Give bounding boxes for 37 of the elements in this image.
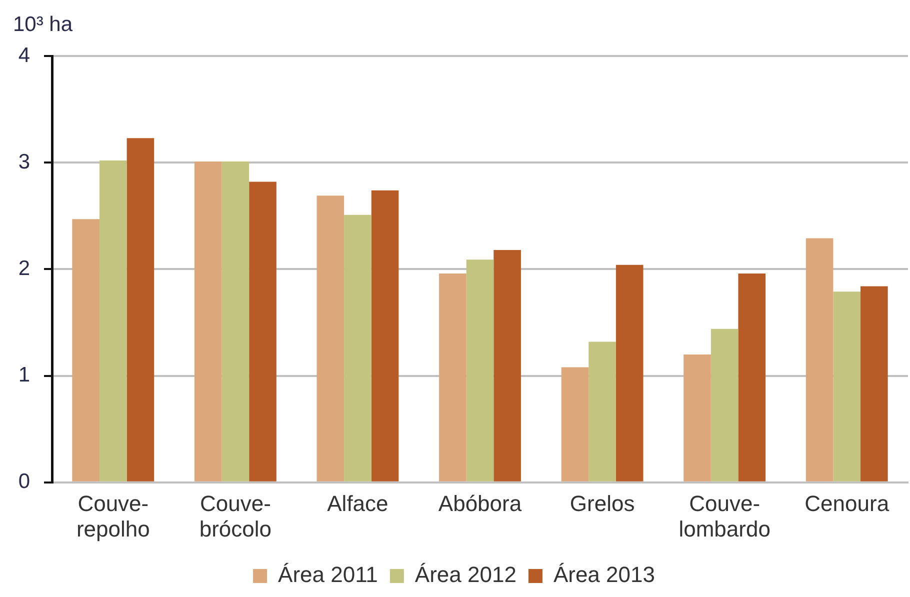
bar <box>72 219 100 482</box>
x-tick-label: Couve-repolho <box>76 491 150 542</box>
bar <box>588 342 616 482</box>
x-tick-label: Alface <box>327 491 388 516</box>
y-tick-label: 1 <box>18 364 30 387</box>
bar <box>738 273 766 482</box>
bar <box>710 328 738 482</box>
x-tick-label: Couve-brócolo <box>199 491 272 542</box>
x-tick-label: Cenoura <box>804 491 890 516</box>
legend-label: Área 2013 <box>553 562 655 588</box>
y-tick-label: 3 <box>18 150 30 174</box>
bar <box>222 162 250 482</box>
bar <box>439 273 466 482</box>
bar <box>316 196 344 482</box>
legend-label: Área 2012 <box>414 562 516 588</box>
x-tick-label: Couve-lombardo <box>678 491 770 542</box>
bar <box>126 138 154 482</box>
y-tick-label: 0 <box>18 470 30 494</box>
legend-label: Área 2011 <box>278 562 378 588</box>
bar <box>344 214 372 482</box>
y-axis-title: 10³ ha <box>13 12 73 36</box>
bar <box>194 162 222 482</box>
bar <box>494 250 521 482</box>
bar <box>860 286 888 482</box>
x-tick-label: Abóbora <box>438 491 522 516</box>
bar <box>99 160 127 482</box>
bar <box>833 292 861 482</box>
bar <box>249 182 276 482</box>
x-tick-label: Grelos <box>570 491 635 516</box>
bar <box>371 190 399 482</box>
bar <box>806 238 834 482</box>
bar <box>466 260 494 482</box>
y-tick-label: 4 <box>18 44 30 67</box>
bar <box>684 354 711 482</box>
y-tick-label: 2 <box>18 256 30 280</box>
bar <box>616 264 644 482</box>
bar <box>561 367 589 482</box>
